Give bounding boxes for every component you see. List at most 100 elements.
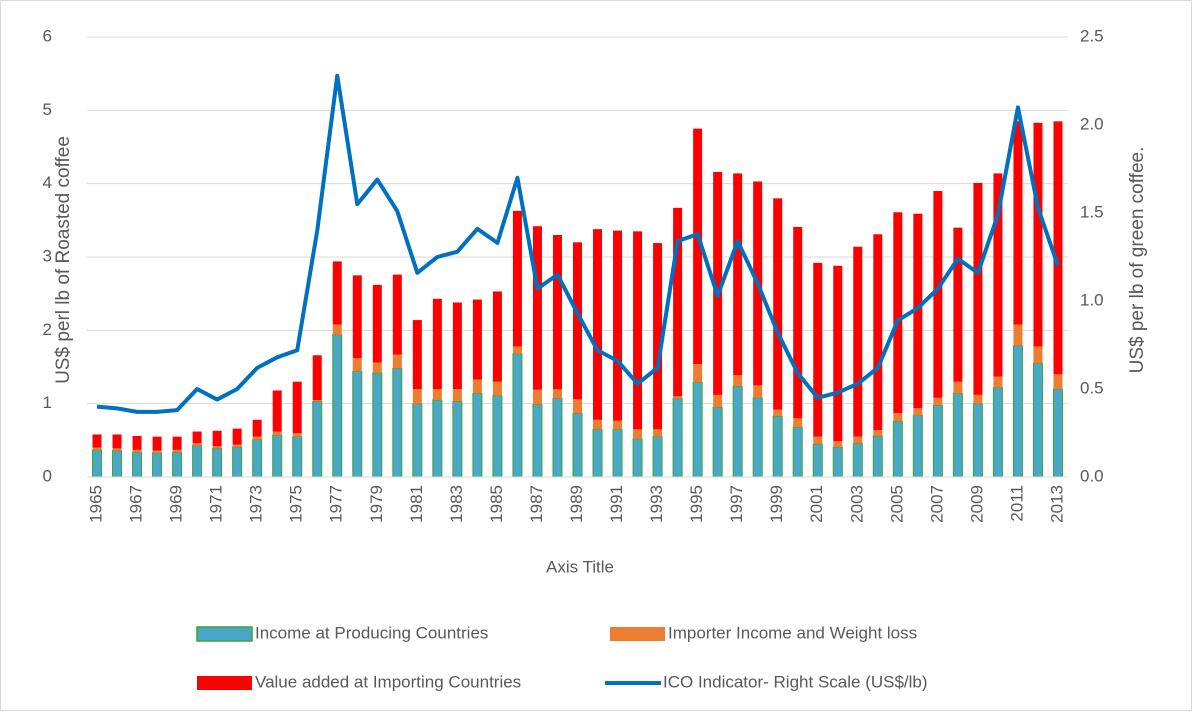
- x-tick-label: 1981: [407, 485, 426, 523]
- bar: [992, 387, 1003, 478]
- bar: [673, 207, 683, 397]
- x-tick-label: 2009: [967, 485, 986, 523]
- y2-tick-label: 0.0: [1080, 466, 1104, 485]
- bar: [192, 444, 203, 478]
- bar: [292, 433, 302, 437]
- bar: [132, 449, 142, 453]
- x-tick-label: 2005: [887, 485, 906, 523]
- x-tick-label: 1977: [327, 485, 346, 523]
- x-tick-label: 1971: [207, 485, 226, 523]
- bar: [873, 430, 883, 436]
- y2-tick-label: 1.0: [1080, 290, 1104, 309]
- bar: [372, 362, 382, 373]
- legend-label: Income at Producing Countries: [255, 623, 488, 642]
- bar: [212, 447, 223, 478]
- bar: [452, 302, 462, 389]
- bar: [613, 230, 623, 421]
- bar: [633, 429, 643, 439]
- bar: [953, 227, 963, 382]
- bar: [933, 191, 943, 398]
- bar: [332, 324, 342, 335]
- bar: [152, 436, 162, 451]
- bar: [152, 452, 163, 478]
- bar: [832, 446, 843, 478]
- y2-tick-label: 2.5: [1080, 26, 1104, 45]
- y-tick-label: 5: [43, 100, 52, 119]
- bar: [172, 449, 182, 453]
- bar: [512, 346, 522, 354]
- bar: [172, 451, 183, 478]
- bar: [833, 265, 843, 442]
- bar: [552, 235, 562, 389]
- bar: [592, 428, 603, 478]
- x-tick-label: 1967: [127, 485, 146, 523]
- x-tick-label: 2003: [847, 485, 866, 523]
- bar: [432, 298, 442, 389]
- bar: [372, 284, 382, 363]
- x-tick-label: 1993: [647, 485, 666, 523]
- bar: [1053, 121, 1063, 375]
- bar: [1012, 345, 1023, 478]
- bar: [312, 400, 322, 402]
- bar: [352, 370, 363, 478]
- bar: [793, 226, 803, 419]
- bar: [272, 390, 282, 432]
- x-tick-label: 1991: [607, 485, 626, 523]
- x-tick-label: 2011: [1007, 485, 1026, 522]
- x-tick-label: 1985: [487, 485, 506, 523]
- y-tick-label: 2: [43, 320, 52, 339]
- bar: [252, 439, 263, 478]
- y2-tick-label: 0.5: [1080, 378, 1104, 397]
- bar: [412, 403, 423, 478]
- bar: [112, 448, 122, 451]
- bar: [372, 372, 383, 478]
- bar: [212, 430, 222, 447]
- bar: [472, 299, 482, 380]
- x-tick-label: 1987: [527, 485, 546, 523]
- y-tick-label: 1: [43, 393, 52, 412]
- bar: [1033, 122, 1043, 347]
- bar: [1052, 388, 1063, 478]
- bar: [172, 436, 182, 450]
- bar: [312, 400, 323, 478]
- x-tick-label: 2001: [807, 485, 826, 523]
- bar: [252, 436, 262, 440]
- bar: [1033, 346, 1043, 364]
- bar: [152, 450, 162, 453]
- bar: [953, 381, 963, 394]
- bar: [833, 441, 843, 447]
- bar: [192, 431, 202, 444]
- y-tick-label: 0: [43, 466, 52, 485]
- bar: [512, 210, 522, 347]
- x-tick-label: 1965: [86, 485, 105, 523]
- bar: [272, 434, 283, 478]
- bar: [813, 436, 823, 444]
- bar: [232, 446, 243, 478]
- bar: [632, 438, 643, 478]
- bar: [692, 381, 703, 478]
- legend-swatch: [197, 676, 252, 690]
- bar: [452, 400, 463, 478]
- bar: [492, 381, 502, 396]
- bar: [973, 182, 983, 395]
- bar: [853, 436, 863, 444]
- bar: [993, 173, 1003, 377]
- y-tick-label: 3: [43, 246, 52, 265]
- bar: [312, 355, 322, 400]
- x-tick-label: 2013: [1047, 485, 1066, 523]
- bar: [1013, 324, 1023, 346]
- bar: [852, 442, 863, 478]
- bar: [813, 262, 823, 437]
- bar: [573, 399, 582, 414]
- bar: [352, 358, 362, 372]
- y-axis-title: US$ perl lb of Roasted coffee: [53, 136, 74, 384]
- line: [96, 73, 1060, 414]
- x-tick-label: 2007: [927, 485, 946, 523]
- y-tick-label: 6: [43, 26, 52, 45]
- bar: [913, 408, 923, 416]
- bar: [752, 397, 763, 478]
- bar: [613, 420, 623, 430]
- bar: [1013, 121, 1023, 325]
- bar: [573, 242, 582, 400]
